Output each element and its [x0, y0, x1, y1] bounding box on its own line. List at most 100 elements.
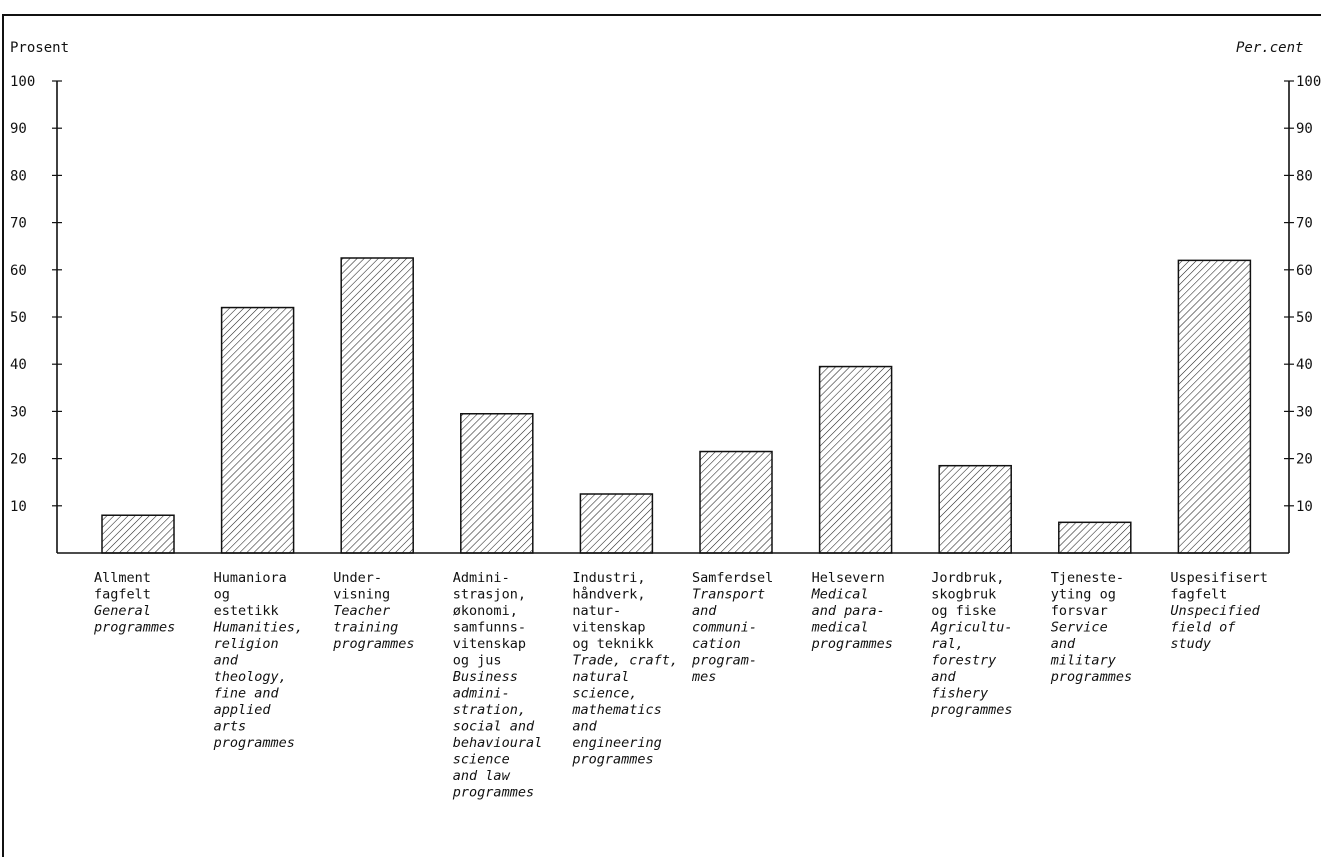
category-label-en: programmes — [93, 620, 175, 636]
category-label: Humaniora — [214, 570, 287, 586]
category-label-en: Humanities, — [213, 620, 303, 636]
category-label-en: programmes — [811, 636, 893, 652]
category-label-en: mes — [691, 669, 716, 685]
category-label-en: fine and — [214, 686, 280, 702]
category-label: vitenskap — [572, 620, 645, 636]
category-label-en: religion — [214, 636, 279, 652]
category-label: Samferdsel — [692, 570, 773, 586]
category-label-en: programmes — [452, 785, 534, 801]
category-label-en: programmes — [213, 735, 295, 751]
bar — [1177, 259, 1252, 554]
y-tick-label-left: 90 — [10, 121, 27, 137]
category-label-en: applied — [214, 702, 272, 718]
category-label-en: Trade, craft, — [572, 653, 678, 669]
category-label-en: social and — [453, 719, 535, 735]
category-labels: AllmentfagfeltGeneralprogrammesHumaniora… — [93, 570, 1268, 801]
category-label-en: study — [1170, 636, 1212, 652]
bar — [579, 493, 654, 554]
category-label-en: General — [94, 603, 151, 619]
category-label: samfunns- — [453, 620, 526, 636]
y-tick-label-left: 80 — [10, 168, 27, 184]
bars — [101, 257, 1252, 554]
category-label-en: program- — [691, 653, 757, 669]
category-label-en: science, — [572, 686, 637, 702]
category-label: og — [214, 587, 230, 603]
y-tick-label-left: 60 — [10, 263, 27, 279]
category-label-en: programmes — [332, 636, 414, 652]
category-label-en: Unspecified — [1170, 603, 1260, 619]
y-axis-label-right: Per.cent — [1236, 40, 1304, 56]
category-label: Helsevern — [812, 570, 885, 586]
category-label-en: engineering — [572, 735, 661, 751]
category-label-en: natural — [572, 669, 629, 685]
bar — [818, 365, 893, 554]
category-label: Under- — [333, 570, 382, 586]
category-label-en: arts — [214, 719, 247, 735]
category-label: skogbruk — [931, 587, 996, 603]
category-label-en: Teacher — [333, 603, 391, 619]
category-label-en: Service — [1051, 620, 1108, 636]
category-label-en: and — [931, 669, 956, 685]
category-label-en: fishery — [931, 686, 989, 702]
category-label-en: Medical — [811, 587, 869, 603]
category-label-en: mathematics — [571, 702, 661, 718]
y-tick-label-right: 100 — [1296, 74, 1321, 90]
category-label-en: and — [572, 719, 597, 735]
category-label: Allment — [94, 570, 151, 586]
category-label-en: programmes — [930, 702, 1012, 718]
category-label-en: and — [1051, 636, 1076, 652]
y-tick-label-left: 40 — [10, 357, 27, 373]
category-label-en: and — [692, 603, 717, 619]
bar — [1058, 521, 1132, 554]
y-tick-label-right: 40 — [1296, 357, 1313, 373]
category-label-en: programmes — [571, 752, 653, 768]
category-label: Industri, — [572, 570, 645, 586]
category-label-en: theology, — [214, 669, 287, 685]
category-label-en: cation — [692, 636, 741, 652]
category-label-en: science — [453, 752, 510, 768]
category-label-en: Transport — [692, 587, 765, 603]
category-label: fagfelt — [1170, 587, 1227, 603]
chart-frame — [2, 14, 1321, 857]
y-tick-label-left: 100 — [10, 74, 35, 90]
category-label-en: ral, — [931, 636, 964, 652]
category-label: Jordbruk, — [931, 570, 1004, 586]
y-tick-label-right: 70 — [1296, 216, 1313, 232]
y-axis-label-left: Prosent — [10, 40, 70, 56]
category-label-en: behavioural — [453, 735, 542, 751]
category-label-en: training — [333, 620, 398, 636]
category-label: vitenskap — [453, 636, 526, 652]
category-label-en: and — [214, 653, 239, 669]
y-tick-label-left: 30 — [10, 404, 27, 420]
bar — [220, 306, 295, 554]
category-label-en: and law — [453, 768, 511, 784]
category-label: og teknikk — [572, 636, 653, 652]
category-label: forsvar — [1051, 603, 1108, 619]
y-tick-label-right: 50 — [1296, 310, 1313, 326]
axes: 10 10 20 20 30 30 40 40 50 50 60 60 70 70 80 80 90 90 100 1… — [10, 74, 1321, 554]
category-label-en: Business — [453, 669, 518, 685]
y-tick-label-left: 10 — [10, 499, 27, 515]
category-label: Uspesifisert — [1170, 570, 1268, 586]
category-label: og fiske — [931, 603, 996, 619]
y-tick-label-left: 70 — [10, 216, 27, 232]
y-tick-label-right: 60 — [1296, 263, 1313, 279]
category-label-en: programmes — [1050, 669, 1132, 685]
category-label: visning — [333, 587, 390, 603]
category-label-en: admini- — [453, 686, 510, 702]
y-tick-label-right: 10 — [1296, 499, 1313, 515]
y-tick-label-right: 90 — [1296, 121, 1313, 137]
category-label: natur- — [572, 603, 621, 619]
bar — [340, 257, 414, 554]
category-label: økonomi, — [453, 603, 518, 619]
bar — [699, 450, 773, 554]
bar — [938, 464, 1012, 554]
category-label-en: Agricultu- — [930, 620, 1012, 636]
y-tick-label-left: 20 — [10, 452, 27, 468]
y-tick-label-right: 80 — [1296, 168, 1313, 184]
category-label-en: forestry — [931, 653, 997, 669]
category-label: håndverk, — [572, 586, 645, 603]
category-label: Admini- — [453, 570, 510, 586]
category-label: fagfelt — [94, 587, 151, 603]
